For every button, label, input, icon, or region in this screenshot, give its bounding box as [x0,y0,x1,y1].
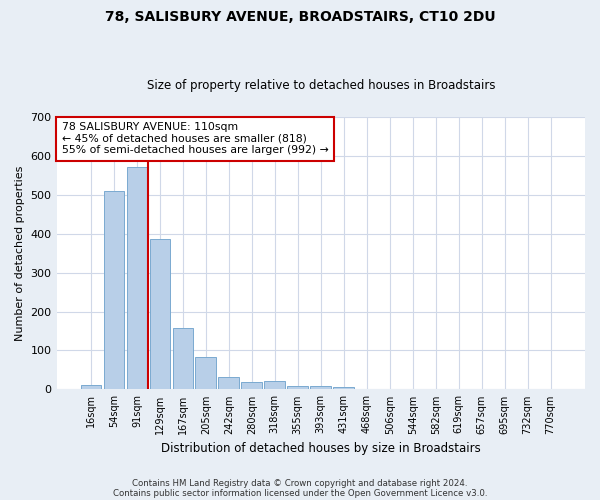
Bar [356,388,377,390]
Bar [149,240,170,390]
Bar [334,388,354,390]
Text: 78, SALISBURY AVENUE, BROADSTAIRS, CT10 2DU: 78, SALISBURY AVENUE, BROADSTAIRS, CT10 … [104,10,496,24]
Title: Size of property relative to detached houses in Broadstairs: Size of property relative to detached ho… [146,79,495,92]
Bar [173,328,193,390]
Bar [218,377,239,390]
Bar [196,358,216,390]
Y-axis label: Number of detached properties: Number of detached properties [15,166,25,341]
Bar [104,191,124,390]
Bar [127,168,147,390]
Bar [287,386,308,390]
Text: Contains public sector information licensed under the Open Government Licence v3: Contains public sector information licen… [113,488,487,498]
Bar [80,385,101,390]
Bar [241,382,262,390]
Bar [310,386,331,390]
Bar [379,388,400,390]
Text: Contains HM Land Registry data © Crown copyright and database right 2024.: Contains HM Land Registry data © Crown c… [132,478,468,488]
X-axis label: Distribution of detached houses by size in Broadstairs: Distribution of detached houses by size … [161,442,481,455]
Bar [265,381,285,390]
Text: 78 SALISBURY AVENUE: 110sqm
← 45% of detached houses are smaller (818)
55% of se: 78 SALISBURY AVENUE: 110sqm ← 45% of det… [62,122,329,156]
